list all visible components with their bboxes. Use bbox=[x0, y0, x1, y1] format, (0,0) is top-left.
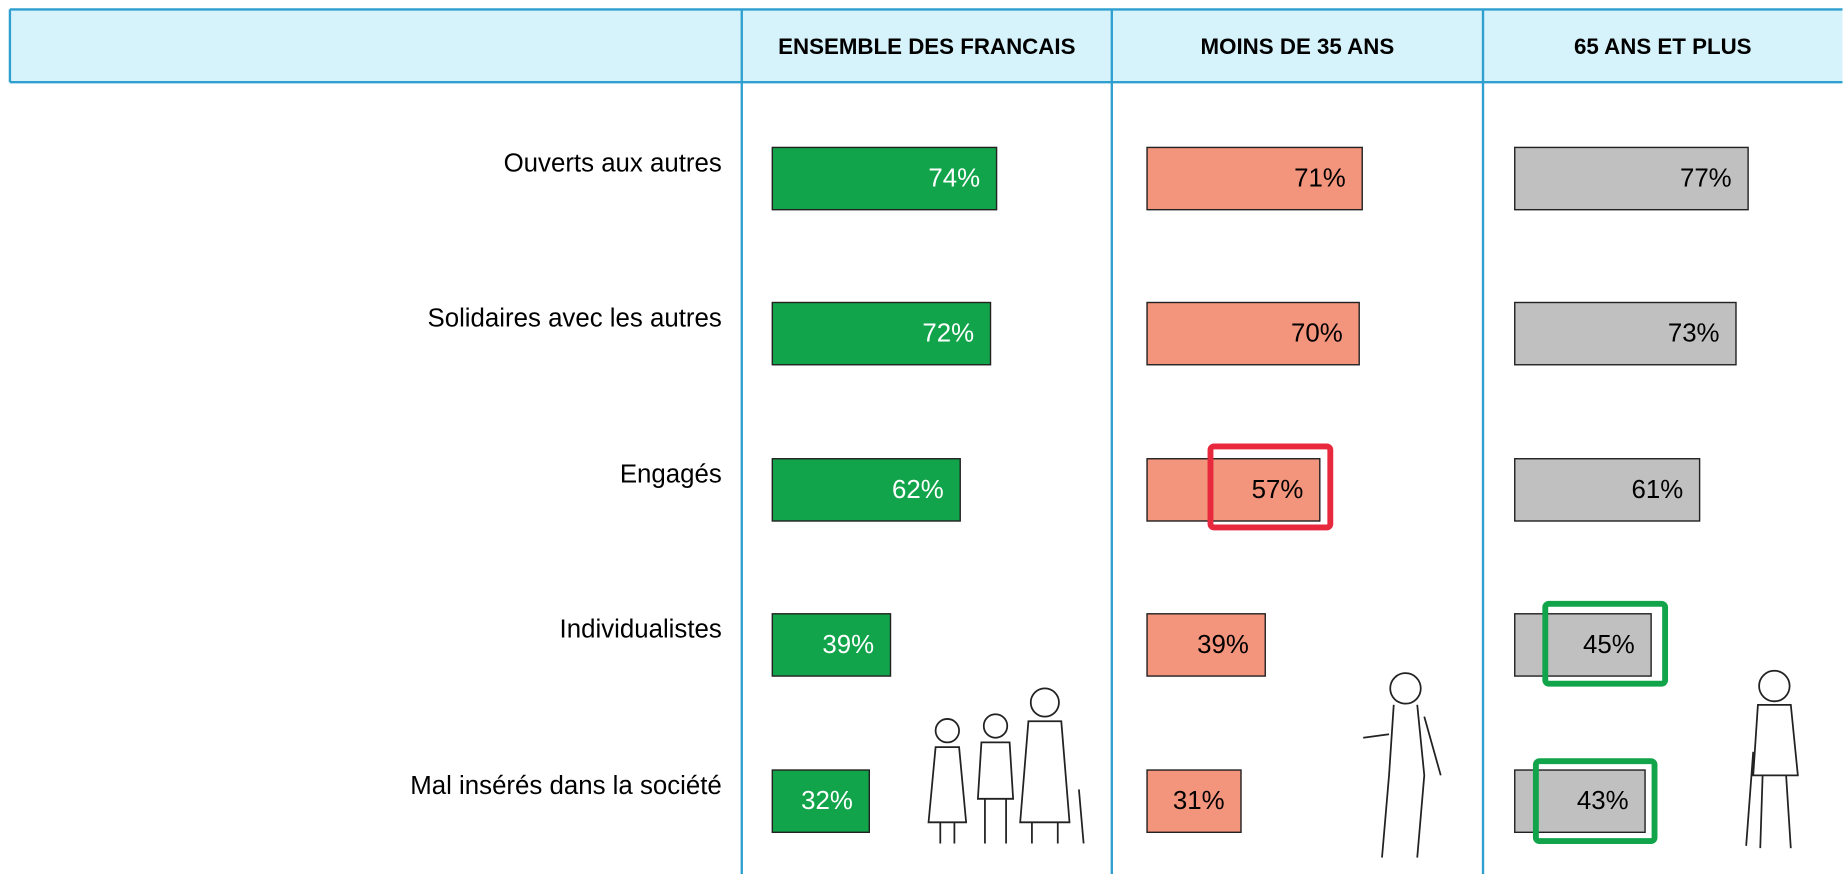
value-label: 70% bbox=[1291, 320, 1343, 348]
category-label: Mal insérés dans la société bbox=[410, 772, 722, 800]
highlight-box bbox=[1207, 443, 1334, 531]
value-label: 57% bbox=[1252, 476, 1304, 504]
value-label: 61% bbox=[1631, 476, 1683, 504]
header-bg bbox=[9, 9, 1843, 83]
category-label: Ouverts aux autres bbox=[504, 149, 722, 177]
people-icons bbox=[927, 669, 1799, 858]
bar bbox=[771, 613, 892, 677]
column-header: MOINS DE 35 ANS bbox=[1201, 34, 1395, 59]
value-label: 32% bbox=[801, 787, 853, 815]
table-borders bbox=[8, 8, 1843, 874]
value-label: 71% bbox=[1294, 165, 1346, 193]
category-label: Individualistes bbox=[560, 616, 722, 644]
category-label: Solidaires avec les autres bbox=[427, 304, 721, 332]
bar bbox=[1514, 458, 1701, 522]
bar bbox=[771, 146, 998, 211]
column-header: ENSEMBLE DES FRANCAIS bbox=[778, 34, 1075, 59]
bar bbox=[1146, 458, 1321, 522]
value-label: 39% bbox=[1197, 631, 1249, 659]
value-label: 77% bbox=[1680, 165, 1732, 193]
value-label: 31% bbox=[1173, 787, 1225, 815]
value-label: 72% bbox=[922, 320, 974, 348]
highlight-box bbox=[1532, 758, 1658, 845]
bar bbox=[1514, 146, 1749, 211]
bar bbox=[1146, 769, 1242, 834]
value-label: 45% bbox=[1583, 631, 1635, 659]
bar bbox=[1146, 301, 1360, 366]
bar bbox=[771, 769, 870, 834]
bar bbox=[1146, 613, 1266, 677]
bar bbox=[1514, 613, 1652, 677]
bar bbox=[1514, 301, 1737, 366]
value-label: 62% bbox=[892, 476, 944, 504]
bar bbox=[1146, 146, 1363, 211]
value-label: 39% bbox=[822, 631, 874, 659]
value-label: 43% bbox=[1577, 787, 1629, 815]
bar bbox=[771, 458, 961, 522]
category-label: Engagés bbox=[620, 461, 722, 489]
bar bbox=[771, 301, 992, 366]
highlight-box bbox=[1542, 600, 1669, 687]
column-header: 65 ANS ET PLUS bbox=[1574, 34, 1752, 59]
value-label: 73% bbox=[1668, 320, 1720, 348]
value-label: 74% bbox=[928, 165, 980, 193]
